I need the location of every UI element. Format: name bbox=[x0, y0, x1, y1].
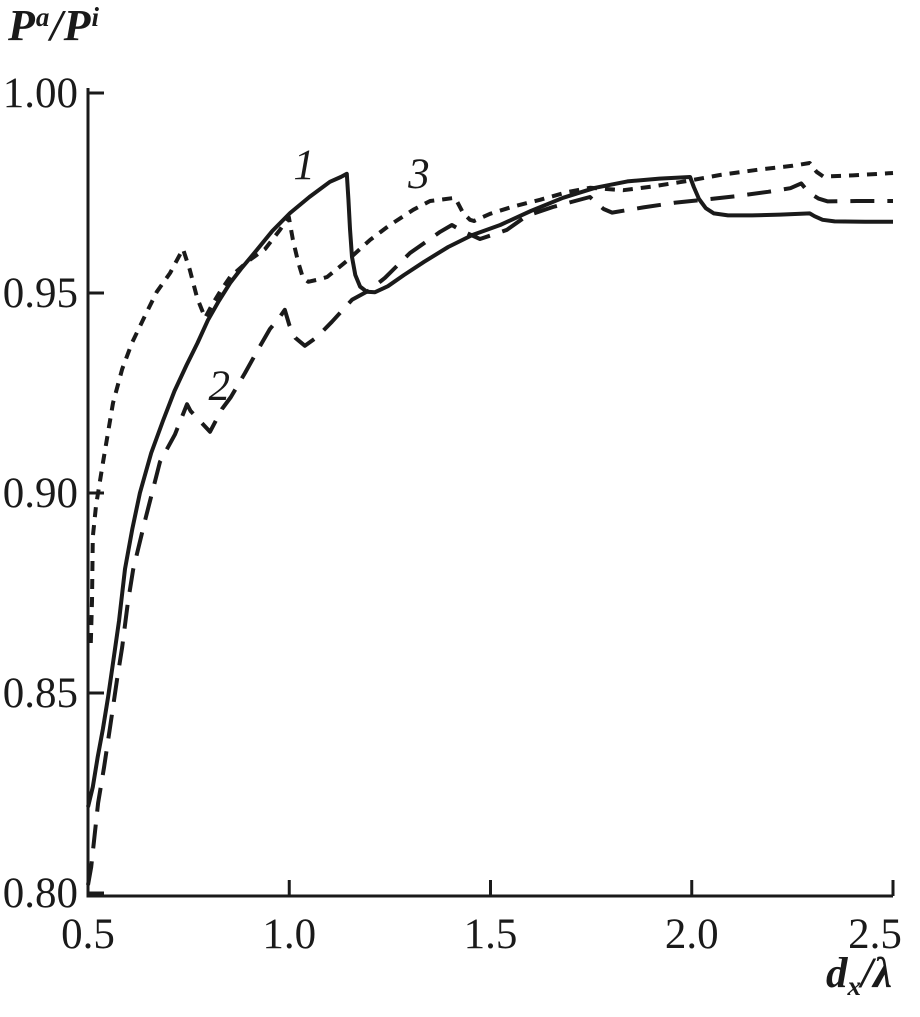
x-tick-label: 1.0 bbox=[262, 911, 316, 958]
curve-2 bbox=[86, 181, 893, 886]
x-tick-label: 0.5 bbox=[61, 911, 115, 958]
x-title-slash: / bbox=[861, 950, 873, 997]
axis-lines bbox=[86, 88, 893, 898]
y-tick-label: 0.85 bbox=[3, 670, 78, 717]
x-title-lambda: λ bbox=[872, 950, 893, 997]
curve-label-1: 1 bbox=[293, 142, 315, 189]
y-title-symbol-2: P bbox=[63, 1, 92, 50]
curve-3 bbox=[88, 161, 894, 644]
y-title-superscript-a: a bbox=[35, 2, 51, 32]
y-tick-label: 1.00 bbox=[3, 70, 78, 117]
x-tick-label: 2.0 bbox=[665, 911, 719, 958]
curve-label-2: 2 bbox=[208, 363, 230, 410]
x-title-symbol: d bbox=[826, 950, 848, 997]
y-tick-label: 0.90 bbox=[3, 470, 78, 517]
y-tick-label: 0.80 bbox=[3, 870, 78, 917]
x-tick-label: 2.5 bbox=[848, 911, 902, 958]
y-title-symbol-1: P bbox=[8, 1, 36, 50]
y-tick-label: 0.95 bbox=[3, 270, 78, 317]
x-tick-label: 1.5 bbox=[464, 911, 518, 958]
curve-label-3: 3 bbox=[407, 151, 430, 198]
y-title-slash: / bbox=[50, 1, 64, 50]
x-title-subscript-x: x bbox=[847, 971, 862, 1001]
x-axis-title: dx/λ bbox=[826, 950, 892, 1002]
y-axis-title: Pa/Pi bbox=[8, 1, 101, 50]
y-title-superscript-i: i bbox=[91, 2, 101, 32]
curve-1 bbox=[86, 171, 893, 808]
